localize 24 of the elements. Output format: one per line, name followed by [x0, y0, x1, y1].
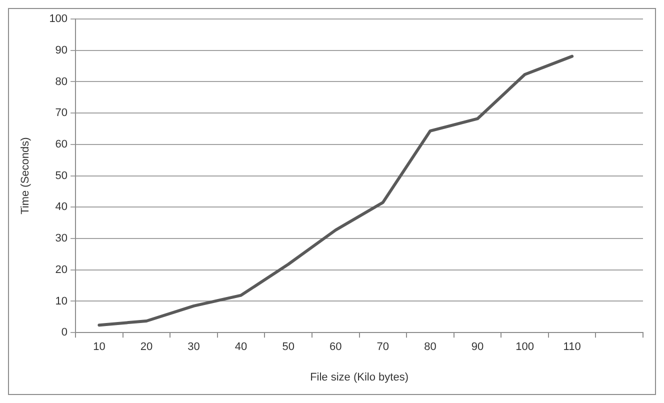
x-tick-label: 40: [234, 341, 248, 354]
x-tick-label: 70: [376, 341, 390, 354]
y-tick-label: 100: [49, 13, 68, 26]
y-tick-label: 0: [61, 326, 68, 339]
y-tick-label: 20: [55, 264, 68, 276]
y-tick-label: 60: [55, 138, 68, 150]
x-tick-label: 20: [140, 341, 153, 354]
x-tick-label: 50: [282, 341, 294, 354]
x-axis-title: File size (Kilo bytes): [310, 371, 408, 384]
x-tick-label: 10: [93, 341, 106, 354]
x-tick-label: 100: [516, 341, 534, 354]
y-tick-label: 70: [55, 107, 68, 120]
y-tick-label: 90: [55, 44, 68, 56]
x-tick-label: 80: [424, 341, 436, 354]
x-tick-label: 60: [330, 341, 342, 354]
x-tick-label: 110: [563, 341, 581, 354]
y-tick-label: 50: [55, 170, 68, 182]
y-tick-label: 30: [55, 232, 68, 245]
y-tick-label: 80: [55, 76, 68, 88]
y-tick-label: 10: [55, 295, 68, 308]
y-axis-title: Time (Seconds): [20, 137, 32, 214]
x-tick-label: 90: [471, 341, 484, 354]
y-tick-label: 40: [55, 201, 68, 214]
x-tick-label: 30: [188, 341, 200, 354]
